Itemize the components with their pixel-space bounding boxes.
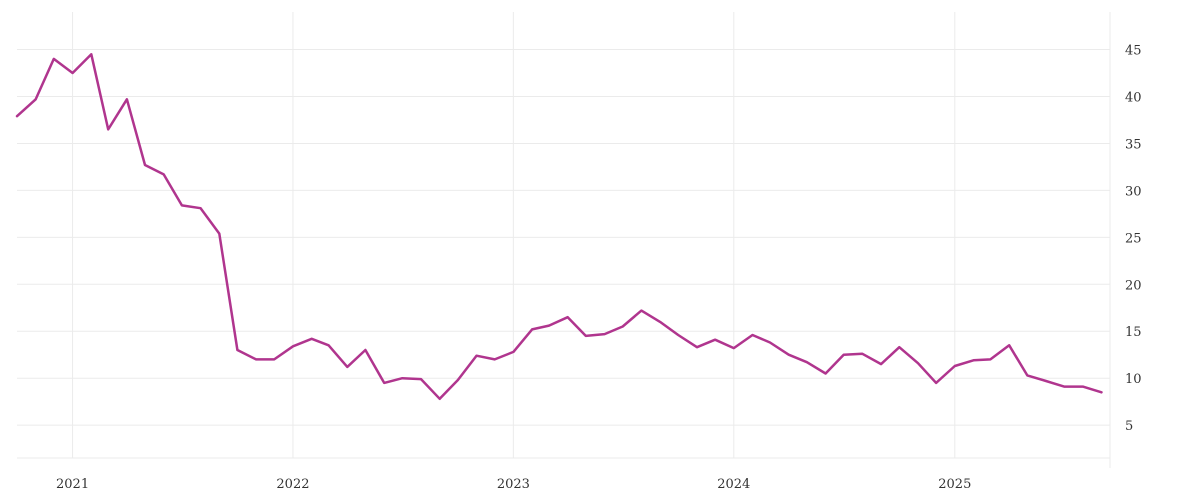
series-layer	[15, 53, 1103, 401]
grid-lines	[17, 12, 1111, 468]
y-tick-label: 15	[1125, 325, 1142, 340]
x-tick-label: 2022	[276, 477, 309, 492]
y-tick-label: 40	[1125, 91, 1142, 106]
y-tick-label: 45	[1125, 44, 1142, 59]
x-tick-label: 2024	[717, 477, 750, 492]
x-tick-label: 2021	[56, 477, 89, 492]
y-tick-label: 25	[1125, 231, 1142, 246]
x-tick-label: 2023	[497, 477, 530, 492]
y-tick-label: 5	[1125, 419, 1133, 434]
y-tick-label: 30	[1125, 184, 1142, 199]
x-tick-label: 2025	[938, 477, 971, 492]
series-line	[15, 53, 1103, 401]
y-tick-label: 35	[1125, 137, 1142, 152]
y-tick-label: 20	[1125, 278, 1142, 293]
y-tick-label: 10	[1125, 372, 1142, 387]
